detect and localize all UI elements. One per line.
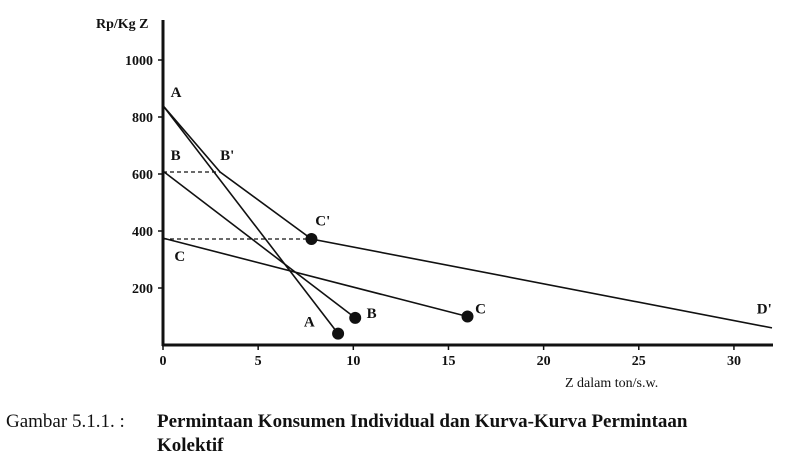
x-tick-label-10: 10 (346, 354, 360, 369)
curve-end-marker-1 (349, 311, 362, 324)
point-label-1: B (171, 148, 181, 164)
x-tick-label-15: 15 (441, 354, 455, 369)
y-tick-label-600: 600 (132, 168, 153, 183)
point-label-7: C (475, 302, 486, 318)
x-tick-label-20: 20 (537, 354, 551, 369)
x-tick-label-30: 30 (727, 354, 741, 369)
curve-end-marker-0 (332, 327, 345, 340)
caption-line-1: Gambar 5.1.1. : Permintaan Konsumen Indiv… (6, 410, 796, 434)
kink-marker-0 (305, 232, 318, 245)
point-label-8: D' (757, 302, 772, 318)
y-tick-label-200: 200 (132, 282, 153, 297)
y-ticks: 200 400 600 800 1000 (125, 54, 163, 297)
point-label-2: C (174, 249, 185, 265)
demand-curve-0 (162, 105, 339, 335)
x-axis-label: Z dalam ton/s.w. (565, 376, 658, 391)
demand-curves (162, 105, 773, 335)
caption-title: Permintaan Konsumen Individual dan Kurva… (157, 411, 688, 432)
axes (161, 20, 773, 347)
caption-prefix: Gambar 5.1.1. : (6, 411, 125, 432)
point-label-5: A (304, 314, 315, 330)
markers (305, 232, 474, 340)
demand-chart: 200 400 600 800 1000 0 5 10 15 20 25 30 A B C B' C' A B C… (96, 17, 773, 391)
demand-curve-2 (162, 237, 468, 318)
y-tick-label-800: 800 (132, 111, 153, 126)
guide-lines (163, 171, 312, 240)
x-tick-label-5: 5 (255, 354, 262, 369)
y-axis-label: Rp/Kg Z (96, 17, 149, 32)
point-label-0: A (171, 85, 182, 101)
x-tick-label-25: 25 (632, 354, 646, 369)
point-label-6: B (367, 306, 377, 322)
point-labels: A B C B' C' A B C D' (171, 85, 772, 330)
caption-line-2: Kolektif (157, 435, 224, 456)
curve-end-marker-2 (461, 310, 474, 323)
y-tick-label-1000: 1000 (125, 54, 153, 69)
figure-caption: Gambar 5.1.1. : Permintaan Konsumen Indiv… (6, 410, 796, 458)
point-label-3: B' (220, 148, 234, 164)
y-tick-label-400: 400 (132, 225, 153, 240)
point-label-4: C' (315, 213, 330, 229)
demand-curve-1 (162, 170, 356, 319)
demand-curve-3 (162, 105, 773, 329)
x-ticks: 0 5 10 15 20 25 30 (160, 345, 741, 369)
x-tick-label-0: 0 (160, 354, 167, 369)
